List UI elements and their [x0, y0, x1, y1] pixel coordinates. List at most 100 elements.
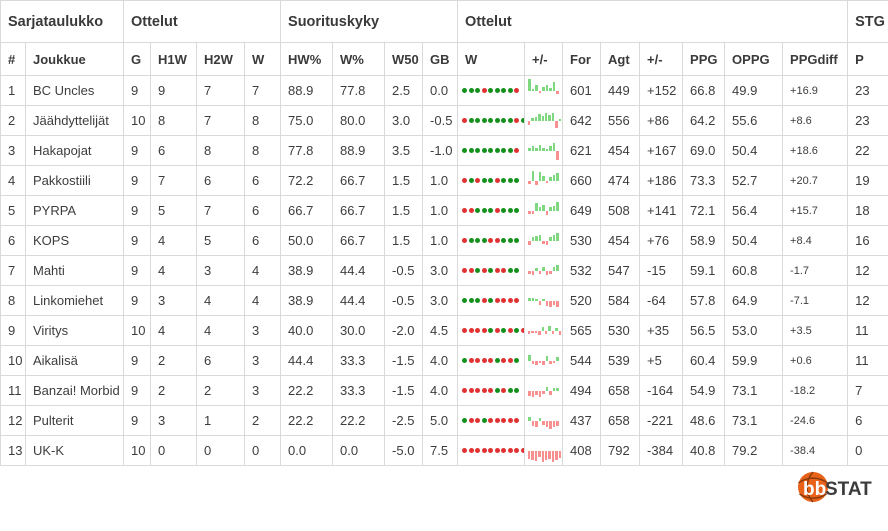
table-row: 9 Viritys 10 4 4 3 40.0 30.0 -2.0 4.5 565 530 +35 56.… — [0, 315, 888, 346]
cell-wins: 2 — [243, 405, 282, 436]
col-header-h2w: H2W — [196, 42, 245, 76]
cell-wins: 6 — [243, 225, 282, 256]
cell-margin-chart — [524, 135, 564, 166]
cell-hw-pct: 88.9 — [280, 75, 334, 106]
margin-bar — [545, 210, 549, 215]
win-dot — [481, 418, 487, 423]
win-dot — [494, 358, 500, 363]
cell-team: Jäähdyttelijät — [25, 105, 124, 136]
col-header-ppg-diff: PPGdiff — [782, 42, 849, 76]
cell-results-dots — [457, 375, 526, 406]
col-header-oppg: OPPG — [724, 42, 784, 76]
cell-oppg: 52.7 — [724, 165, 784, 196]
margin-bar — [545, 270, 549, 275]
cell-w50: 2.5 — [384, 75, 424, 106]
cell-h2w: 7 — [196, 75, 245, 106]
cell-rank: 4 — [0, 165, 26, 196]
margin-bar — [531, 360, 535, 364]
cell-ppg-diff: -7.1 — [782, 285, 849, 316]
win-dot — [494, 148, 500, 153]
cell-team: PYRPA — [25, 195, 124, 226]
win-dot — [475, 298, 481, 303]
col-header-points-against: Agt — [600, 42, 641, 76]
margin-bar — [535, 298, 538, 301]
col-header-w-pct: W% — [332, 42, 386, 76]
margin-bar — [528, 147, 531, 151]
cell-oppg: 79.2 — [724, 435, 784, 466]
cell-margin-chart — [524, 225, 564, 256]
loss-dot — [488, 448, 494, 453]
margin-sparkline — [527, 347, 560, 375]
col-header-points-for: For — [562, 42, 602, 76]
cell-ppg-diff: -38.4 — [782, 435, 849, 466]
cell-oppg: 53.0 — [724, 315, 784, 346]
cell-w50: 1.5 — [384, 165, 424, 196]
cell-plus-minus: +76 — [639, 225, 684, 256]
margin-bar — [552, 205, 556, 211]
win-dot — [462, 148, 468, 153]
cell-h1w: 2 — [150, 375, 197, 406]
cell-h1w: 5 — [150, 195, 197, 226]
column-header-row: # Joukkue G H1W H2W W HW% W% W50 GB W +/… — [0, 42, 888, 76]
margin-bar — [528, 180, 531, 184]
margin-bar — [531, 270, 535, 275]
cell-points: 23 — [847, 75, 888, 106]
cell-gb: 3.0 — [422, 255, 459, 286]
cell-ppg-diff: +20.7 — [782, 165, 849, 196]
cell-gb: -1.0 — [422, 135, 459, 166]
margin-bar — [531, 420, 535, 426]
cell-gb: 1.0 — [422, 165, 459, 196]
loss-dot — [488, 388, 494, 393]
logo-text-bb: bb — [803, 479, 826, 500]
loss-dot — [481, 358, 487, 363]
loss-dot — [475, 388, 481, 393]
margin-bar — [551, 112, 555, 121]
win-dot — [481, 148, 487, 153]
win-dot — [468, 238, 474, 243]
margin-bar — [542, 86, 545, 91]
win-dot — [501, 328, 507, 333]
cell-w50: -1.5 — [384, 345, 424, 376]
win-dot — [507, 238, 513, 243]
win-dot — [468, 88, 474, 93]
margin-sparkline — [527, 107, 562, 135]
margin-bar — [556, 300, 559, 307]
margin-sparkline — [527, 257, 560, 285]
margin-bar — [552, 142, 556, 151]
cell-w-pct: 33.3 — [332, 375, 386, 406]
margin-bar — [558, 450, 562, 458]
cell-points: 0 — [847, 435, 888, 466]
cell-plus-minus: -221 — [639, 405, 684, 436]
cell-w50: -1.5 — [384, 375, 424, 406]
cell-games: 9 — [123, 375, 151, 406]
loss-dot — [494, 448, 500, 453]
table-row: 6 KOPS 9 4 5 6 50.0 66.7 1.5 1.0 530 454 +76 58.9 50.4… — [0, 225, 888, 256]
table-row: 13 UK-K 10 0 0 0 0.0 0.0 -5.0 7.5 408 792 -384 40.8 79… — [0, 435, 888, 466]
win-dot — [507, 208, 513, 213]
cell-gb: -0.5 — [422, 105, 459, 136]
margin-bar — [531, 390, 535, 397]
cell-rank: 2 — [0, 105, 26, 136]
cell-rank: 12 — [0, 405, 26, 436]
cell-gb: 7.5 — [422, 435, 459, 466]
loss-dot — [494, 418, 500, 423]
cell-w-pct: 33.3 — [332, 345, 386, 376]
cell-hw-pct: 0.0 — [280, 435, 334, 466]
loss-dot — [514, 448, 520, 453]
cell-hw-pct: 40.0 — [280, 315, 334, 346]
margin-bar — [545, 330, 548, 334]
cell-team: UK-K — [25, 435, 124, 466]
cell-wins: 8 — [243, 105, 282, 136]
loss-dot — [462, 268, 468, 273]
cell-points: 23 — [847, 105, 888, 136]
cell-team: Aikalisä — [25, 345, 124, 376]
cell-h2w: 4 — [196, 285, 245, 316]
cell-team: Mahti — [25, 255, 124, 286]
margin-bar — [545, 450, 548, 460]
win-dot — [494, 118, 500, 123]
margin-sparkline — [527, 407, 560, 435]
cell-h2w: 0 — [196, 435, 245, 466]
loss-dot — [481, 88, 487, 93]
cell-ppg-diff: -24.6 — [782, 405, 849, 436]
margin-bar — [535, 147, 538, 151]
